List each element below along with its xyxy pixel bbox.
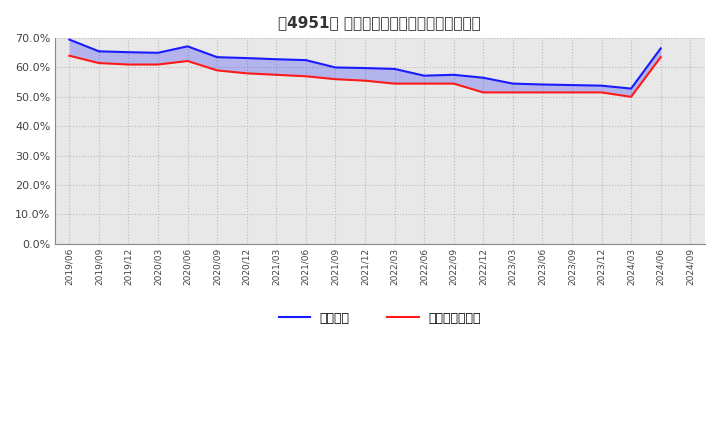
- 固定比率: [272, 57, 281, 62]
- 固定比率: [361, 66, 369, 71]
- 固定比率: [508, 81, 517, 86]
- 固定長期適合率: [567, 90, 576, 95]
- 固定比率: [538, 82, 546, 87]
- 固定比率: [449, 72, 458, 77]
- 固定比率: [65, 37, 73, 42]
- 固定比率: [124, 50, 132, 55]
- 固定長期適合率: [479, 90, 487, 95]
- 固定長期適合率: [331, 77, 340, 82]
- Line: 固定長期適合率: 固定長期適合率: [69, 56, 661, 97]
- Title: ［4951］ 固定比率、固定長期適合率の推移: ［4951］ 固定比率、固定長期適合率の推移: [279, 15, 481, 30]
- 固定長期適合率: [420, 81, 428, 86]
- 固定長期適合率: [184, 59, 192, 64]
- 固定長期適合率: [508, 90, 517, 95]
- 固定比率: [479, 75, 487, 81]
- 固定長期適合率: [65, 53, 73, 59]
- 固定長期適合率: [538, 90, 546, 95]
- 固定比率: [153, 50, 162, 55]
- 固定比率: [627, 86, 636, 91]
- 固定長期適合率: [94, 60, 103, 66]
- 固定比率: [243, 55, 251, 61]
- 固定長期適合率: [361, 78, 369, 83]
- 固定比率: [390, 66, 399, 72]
- 固定長期適合率: [213, 68, 222, 73]
- Line: 固定比率: 固定比率: [69, 40, 661, 88]
- 固定長期適合率: [597, 90, 606, 95]
- 固定比率: [213, 55, 222, 60]
- 固定長期適合率: [302, 73, 310, 79]
- 固定長期適合率: [124, 62, 132, 67]
- 固定比率: [302, 58, 310, 63]
- Legend: 固定比率, 固定長期適合率: 固定比率, 固定長期適合率: [274, 307, 486, 330]
- 固定長期適合率: [390, 81, 399, 86]
- 固定長期適合率: [243, 71, 251, 76]
- 固定比率: [597, 83, 606, 88]
- 固定長期適合率: [272, 72, 281, 77]
- 固定長期適合率: [153, 62, 162, 67]
- 固定長期適合率: [449, 81, 458, 86]
- 固定比率: [184, 44, 192, 49]
- 固定長期適合率: [627, 94, 636, 99]
- 固定比率: [567, 82, 576, 88]
- 固定比率: [94, 49, 103, 54]
- 固定比率: [331, 65, 340, 70]
- 固定比率: [657, 46, 665, 51]
- 固定比率: [420, 73, 428, 78]
- 固定長期適合率: [657, 55, 665, 60]
